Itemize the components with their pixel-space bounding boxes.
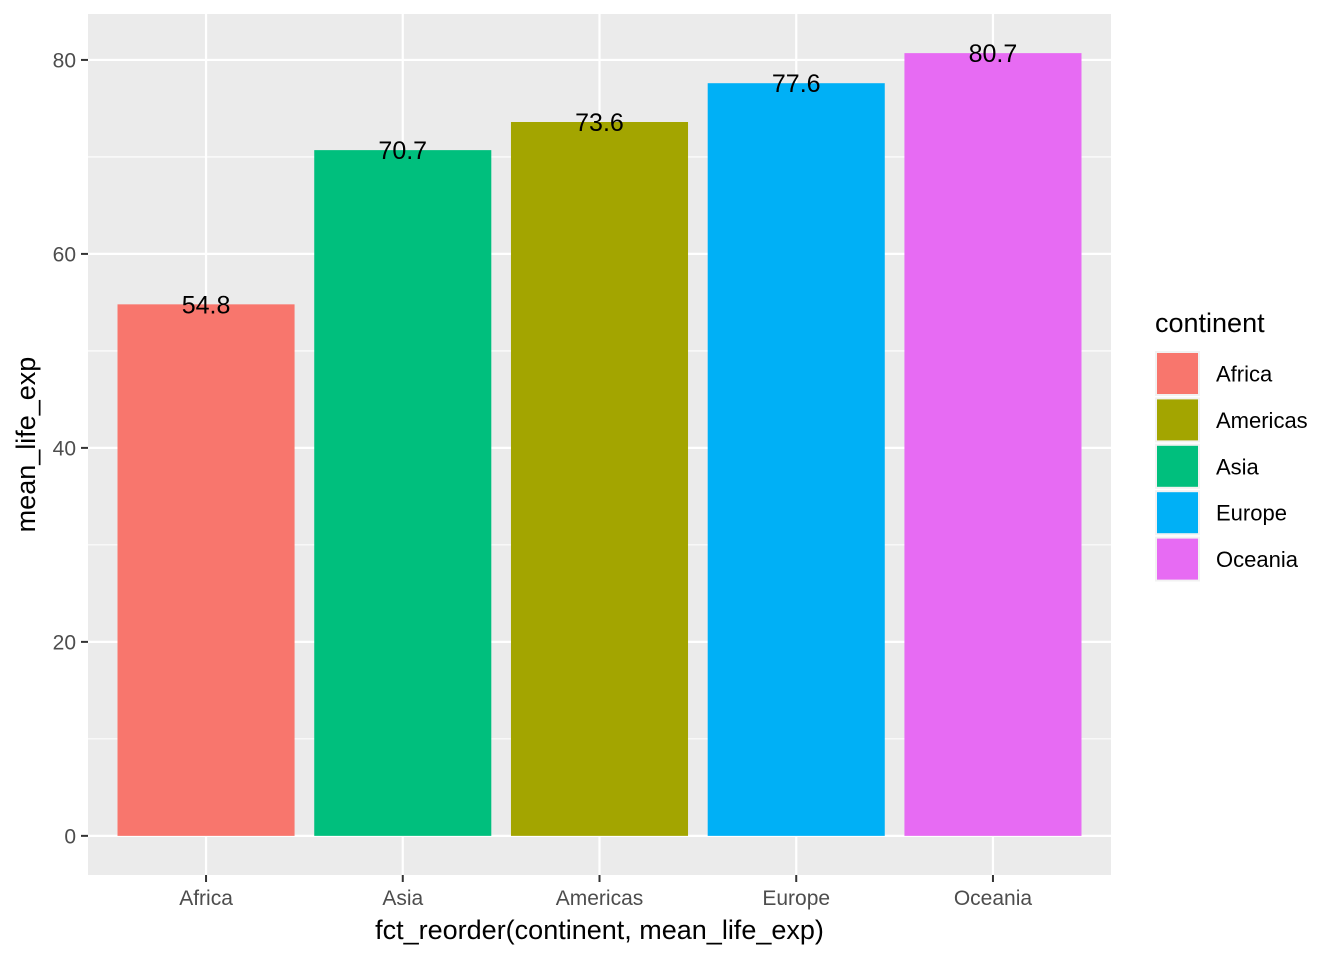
legend-key-swatch (1157, 445, 1198, 487)
bars (117, 53, 1082, 836)
data-label: 54.8 (182, 291, 231, 319)
data-label: 80.7 (969, 40, 1018, 68)
bar (904, 53, 1082, 836)
legend-item-label: Americas (1216, 408, 1308, 433)
y-tick-label: 40 (53, 437, 76, 460)
bar (510, 122, 689, 836)
legend-key-swatch (1157, 399, 1198, 441)
y-axis: 0 20 40 60 80 (53, 49, 88, 848)
legend-title: continent (1155, 308, 1265, 338)
x-tick-label: Europe (762, 887, 830, 910)
legend-key-swatch (1157, 538, 1198, 580)
data-label: 70.7 (378, 137, 427, 165)
data-labels: 54.8 70.7 73.6 77.6 80.7 (182, 40, 1018, 319)
bar (117, 304, 295, 836)
data-label: 73.6 (575, 109, 624, 137)
x-tick-label: Asia (382, 887, 423, 910)
y-tick-label: 20 (53, 631, 76, 654)
x-tick-label: Americas (556, 887, 644, 910)
x-axis: Africa Asia Americas Europe Oceania (179, 875, 1032, 910)
y-tick-label: 0 (64, 825, 76, 848)
data-label: 77.6 (772, 70, 821, 98)
y-tick-label: 60 (53, 243, 76, 266)
legend-key-swatch (1157, 353, 1198, 394)
y-tick-label: 80 (53, 49, 76, 72)
legend-item-label: Africa (1216, 362, 1273, 387)
bar (314, 150, 492, 836)
legend-item-label: Oceania (1216, 547, 1299, 572)
x-tick-label: Oceania (954, 887, 1033, 910)
x-axis-title: fct_reorder(continent, mean_life_exp) (375, 915, 824, 945)
bar (707, 83, 885, 836)
y-axis-title: mean_life_exp (11, 357, 41, 533)
legend-items: Africa Americas Asia Europe Oceania (1155, 351, 1308, 582)
legend-item-label: Asia (1216, 454, 1260, 479)
legend-key-swatch (1157, 492, 1198, 534)
legend: continent Africa Americas Asia Europe Oceani… (1155, 308, 1308, 582)
legend-item-label: Europe (1216, 501, 1287, 526)
x-tick-label: Africa (179, 887, 233, 910)
